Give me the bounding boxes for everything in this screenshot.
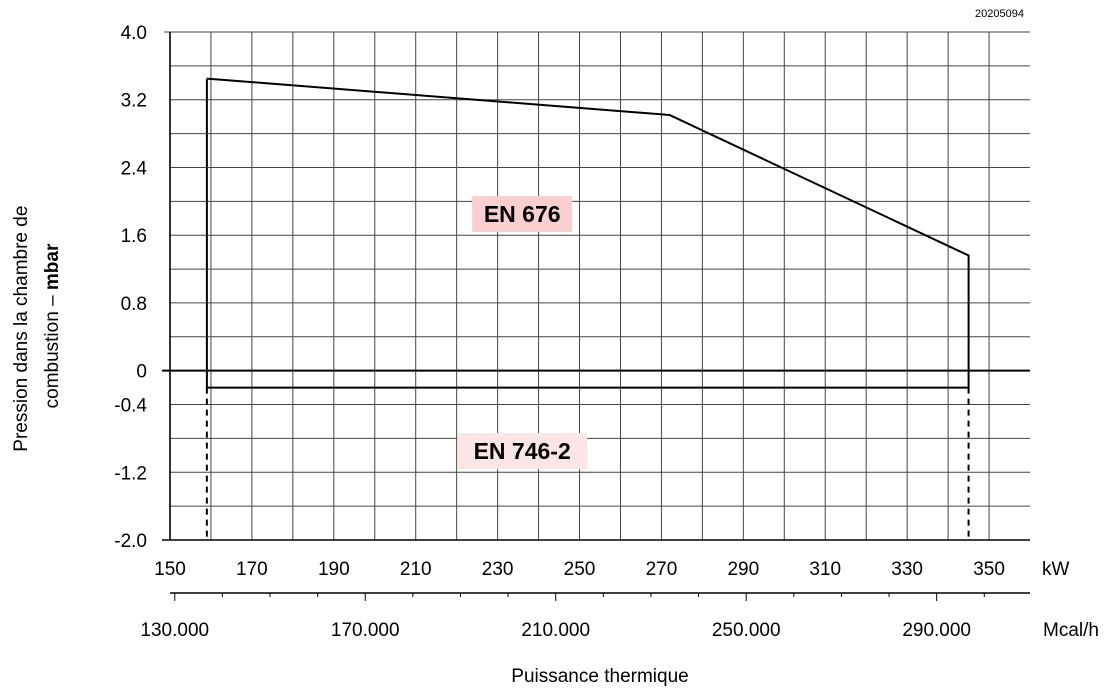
- y-axis-label-line1: Pression dans la chambre de: [11, 206, 32, 452]
- y-tick-label: -0.4: [114, 396, 147, 417]
- x2-tick-label: 290.000: [902, 620, 971, 641]
- annotation-label: EN 676: [484, 201, 561, 227]
- x-axis-label: Puissance thermique: [511, 666, 688, 687]
- x-tick-label: 190: [318, 559, 350, 580]
- y-tick-label: 1.6: [121, 226, 147, 247]
- annotation-label: EN 746-2: [474, 438, 571, 464]
- x-tick-label: 150: [154, 559, 186, 580]
- tick-labels: 130.000 170.000 210.000 250.000 290.000 150 17…: [114, 23, 1005, 641]
- y-axis-label-unit: mbar: [42, 243, 63, 290]
- y-tick-label: -1.2: [114, 463, 147, 484]
- x2-tick-label: 170.000: [331, 620, 400, 641]
- x-tick-label: 350: [973, 559, 1005, 580]
- annotation-box: [457, 433, 588, 470]
- x2-tick-label: 210.000: [521, 620, 590, 641]
- x-tick-label: 210: [400, 559, 432, 580]
- x2-tick-label: 250.000: [712, 620, 781, 641]
- y-axis-label-line2: combustion – mbar: [42, 243, 63, 408]
- x-tick-label: 330: [891, 559, 923, 580]
- x-tick-label: 290: [727, 559, 759, 580]
- chart-code: 20205094: [975, 8, 1024, 20]
- annotation-box: [472, 196, 573, 233]
- axes: [162, 32, 1030, 601]
- y-tick-label: 2.4: [121, 158, 148, 179]
- y-tick-label: -2.0: [114, 531, 147, 552]
- x-tick-label: 310: [809, 559, 841, 580]
- y-tick-label: 3.2: [121, 91, 147, 112]
- x-tick-label: 270: [646, 559, 678, 580]
- y-tick-label: 0.8: [121, 294, 147, 315]
- y-tick-label: 4.0: [121, 23, 147, 44]
- y-tick-label: 0: [136, 362, 147, 383]
- x-unit-kw: kW: [1042, 559, 1070, 580]
- x-unit-mcalh: Mcal/h: [1043, 620, 1099, 641]
- y-axis-label: Pression dans la chambre de combustion –…: [11, 200, 63, 451]
- x2-tick-label: 130.000: [140, 620, 209, 641]
- x-tick-label: 230: [482, 559, 514, 580]
- x-tick-label: 250: [564, 559, 596, 580]
- series: [205, 77, 970, 540]
- x-tick-label: 170: [236, 559, 268, 580]
- annotations: EN 676 EN 746-2: [457, 196, 588, 470]
- grid: [164, 31, 1030, 540]
- series-line-en676: [205, 77, 970, 389]
